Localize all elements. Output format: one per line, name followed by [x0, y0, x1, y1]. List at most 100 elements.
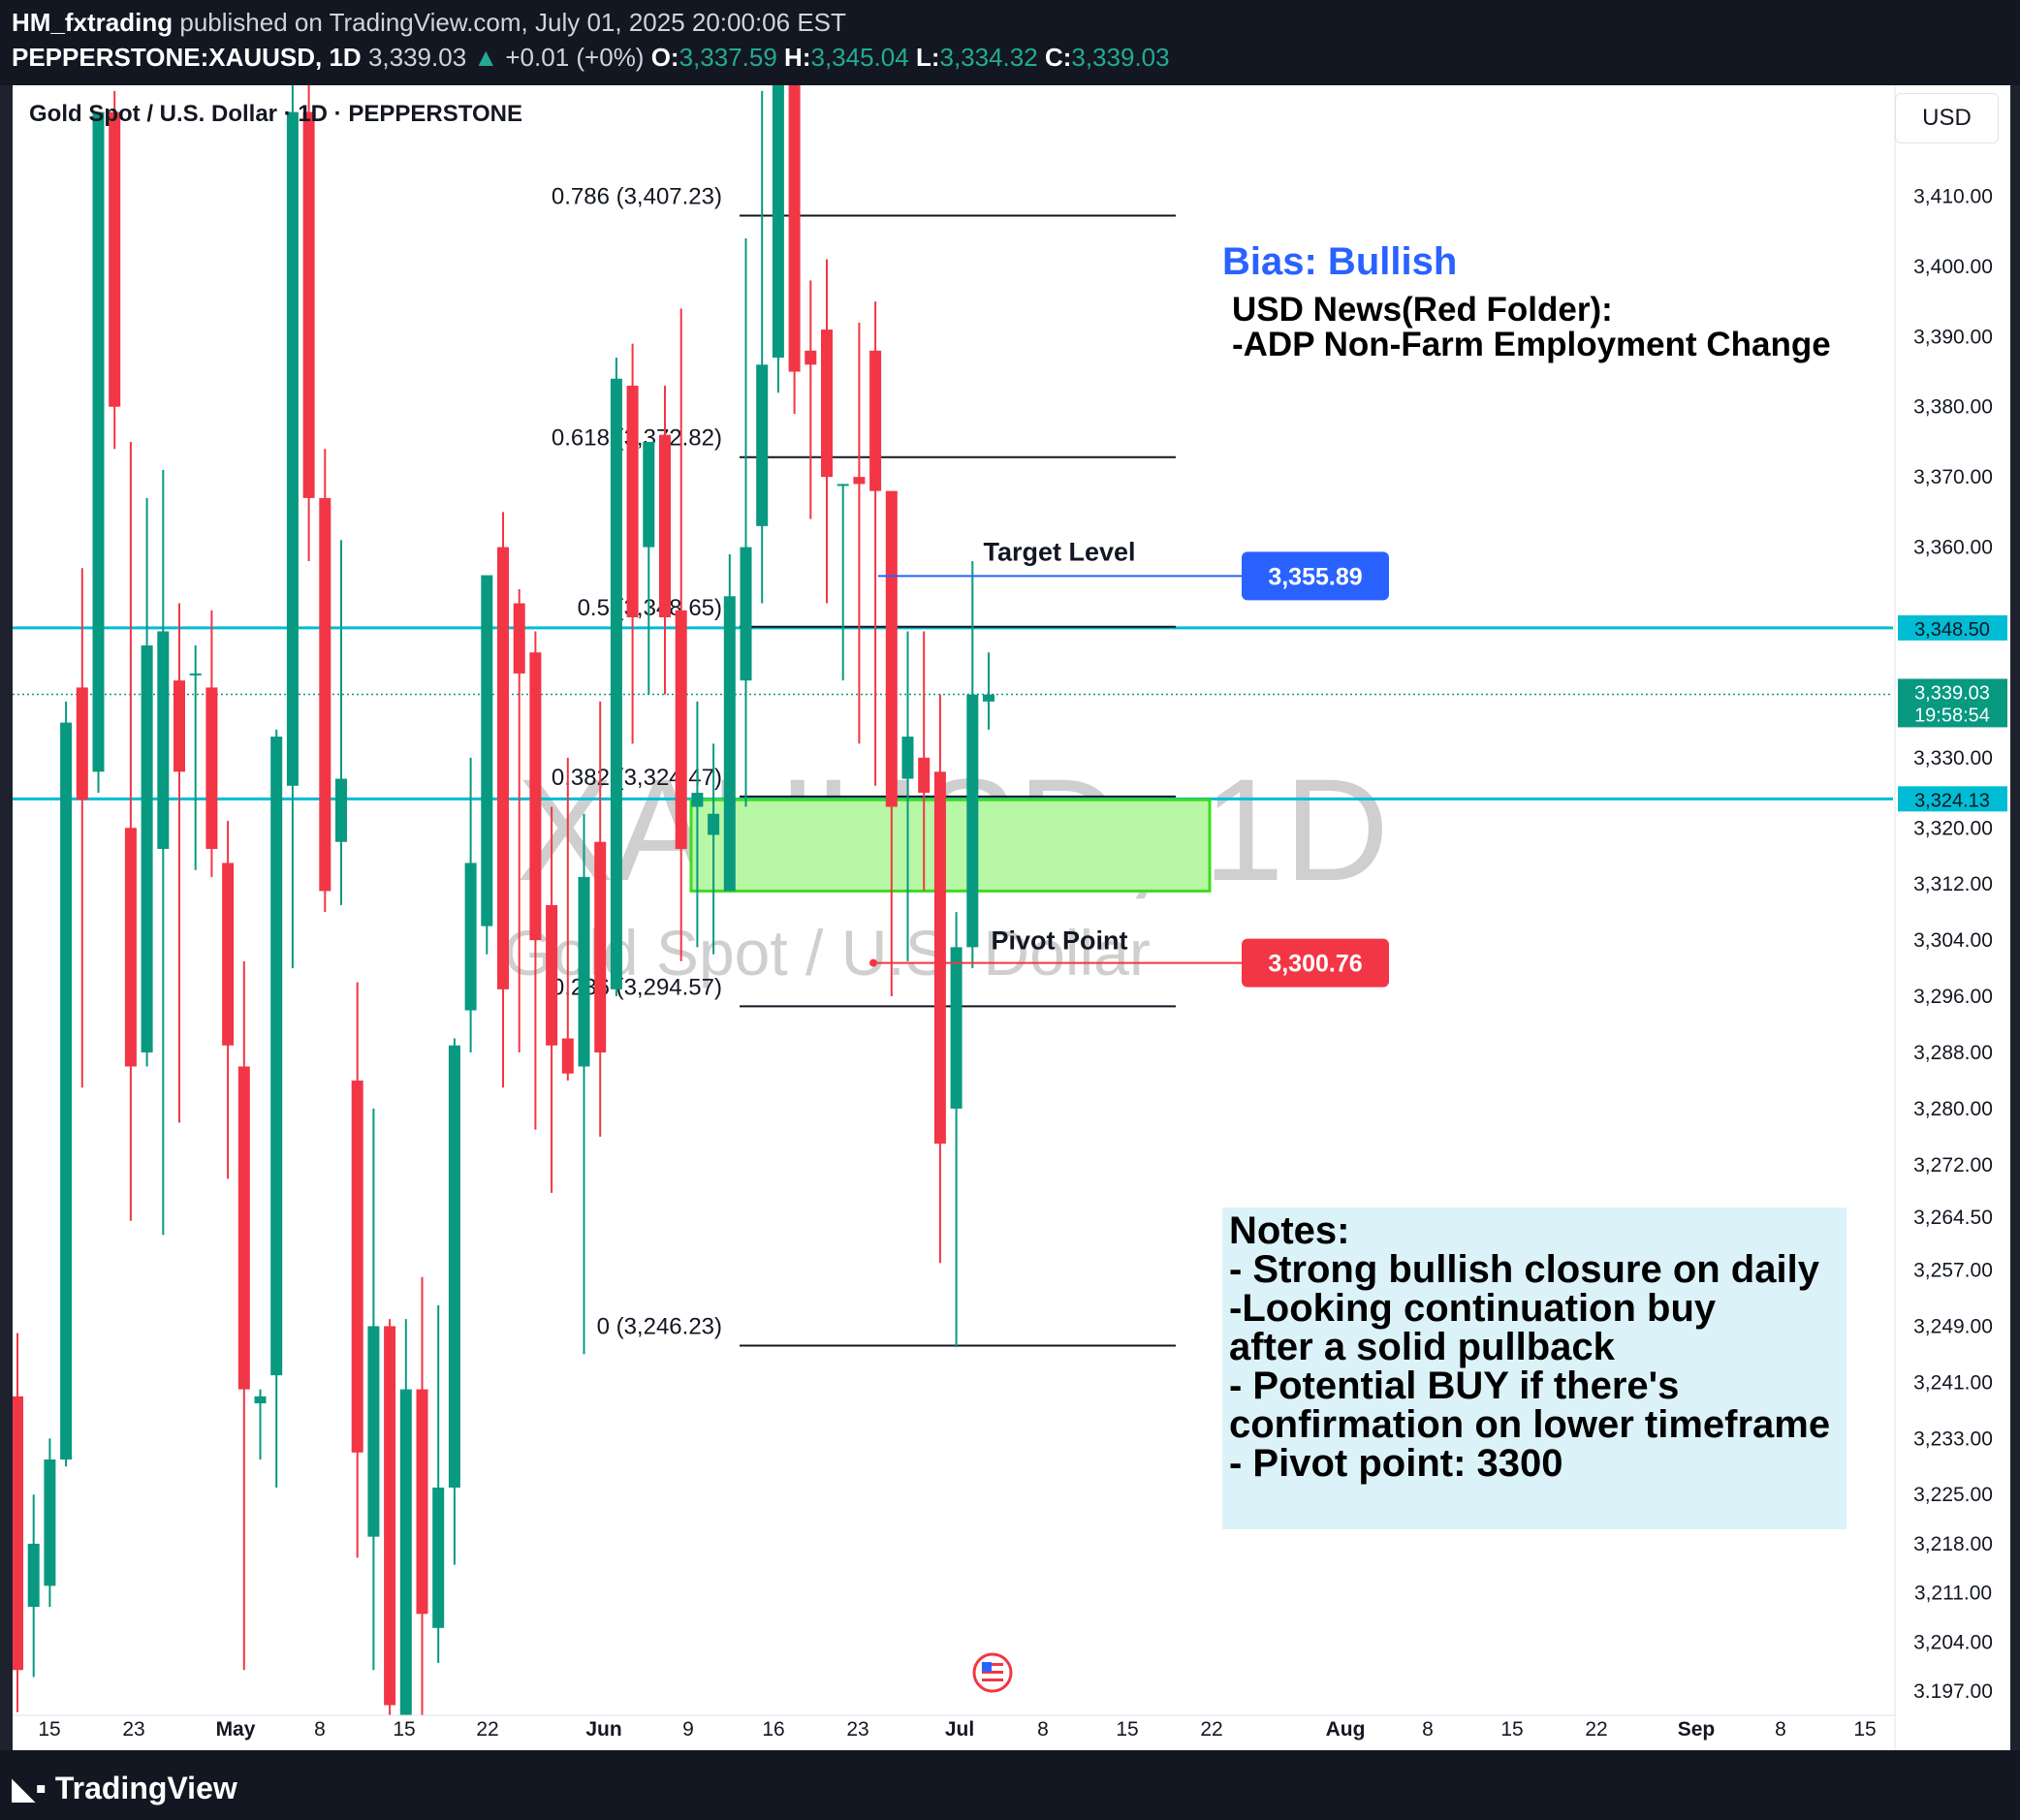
candle-body[interactable] — [756, 364, 769, 526]
candle-body[interactable] — [286, 111, 299, 786]
x-tick-label: 15 — [1500, 1718, 1523, 1741]
candle-body[interactable] — [367, 1326, 380, 1537]
candle-body[interactable] — [384, 1326, 396, 1706]
candle-body[interactable] — [27, 1543, 40, 1608]
candle-body[interactable] — [157, 631, 170, 849]
candle-body[interactable] — [141, 644, 153, 1052]
notes-box[interactable]: Notes: - Strong bullish closure on daily… — [1222, 1208, 1846, 1529]
candle-body[interactable] — [853, 477, 866, 485]
candle-body[interactable] — [205, 687, 218, 849]
candle-body[interactable] — [481, 575, 493, 926]
candle-body[interactable] — [805, 350, 817, 365]
y-tick-label: 3,390.00 — [1913, 326, 1993, 348]
demand-zone[interactable] — [689, 798, 1212, 893]
candle-body[interactable] — [529, 652, 542, 941]
currency-button[interactable]: USD — [1895, 93, 1999, 143]
candle-body[interactable] — [237, 1066, 250, 1390]
candle-body[interactable] — [254, 1396, 267, 1404]
x-tick-label: Jul — [945, 1718, 974, 1741]
level-price-badge[interactable] — [1898, 614, 2007, 641]
x-tick-label: 22 — [1585, 1718, 1607, 1741]
candle-body[interactable] — [983, 694, 994, 702]
candle-body[interactable] — [933, 771, 946, 1145]
candle-body[interactable] — [399, 1389, 412, 1715]
y-tick-label: 3,218.00 — [1913, 1533, 1993, 1555]
candle-body[interactable] — [626, 386, 639, 617]
candle-body[interactable] — [788, 85, 801, 372]
candle-body[interactable] — [643, 441, 655, 548]
price-chart[interactable]: XAUUSD, 1D Gold Spot / U.S. Dollar 0.786… — [13, 85, 2010, 1750]
candle-body[interactable] — [950, 947, 963, 1109]
candle-body[interactable] — [594, 841, 607, 1052]
candle-body[interactable] — [432, 1487, 445, 1628]
high-value: 3,345.04 — [810, 43, 909, 72]
candle-body[interactable] — [174, 680, 185, 772]
y-tick-label: 3,204.00 — [1913, 1631, 1993, 1653]
candle-body[interactable] — [578, 876, 590, 1067]
target-price-badge[interactable] — [1242, 551, 1389, 601]
candle-body[interactable] — [918, 757, 931, 794]
candle-body[interactable] — [659, 434, 671, 617]
current-price-badge[interactable] — [1898, 678, 2007, 728]
fib-level-label: 0.382 (3,324.47) — [552, 765, 722, 791]
y-tick-label: 3,410.00 — [1913, 185, 1993, 207]
candle-body[interactable] — [901, 737, 914, 779]
candle-body[interactable] — [124, 828, 137, 1067]
candle-body[interactable] — [966, 694, 979, 948]
candle-body[interactable] — [869, 350, 882, 491]
candle-body[interactable] — [740, 547, 752, 681]
candle-body[interactable] — [76, 687, 88, 800]
x-tick-label: 8 — [314, 1718, 326, 1741]
candle-body[interactable] — [60, 722, 73, 1460]
candle-body[interactable] — [497, 547, 509, 989]
y-tick-label: 3,211.00 — [1914, 1583, 1992, 1605]
candle-body[interactable] — [836, 484, 849, 486]
candle-body[interactable] — [546, 904, 558, 1046]
candle-body[interactable] — [109, 111, 121, 407]
level-price-badge[interactable] — [1898, 786, 2007, 812]
candle-body[interactable] — [610, 378, 622, 989]
candle-body[interactable] — [675, 610, 687, 849]
us-flag-icon[interactable] — [972, 1652, 1013, 1693]
candle-body[interactable] — [821, 329, 833, 478]
y-tick-label: 3,312.00 — [1913, 873, 1993, 895]
y-tick-label: 3,272.00 — [1913, 1154, 1993, 1177]
candle-body[interactable] — [335, 778, 347, 842]
x-tick-label: 15 — [1116, 1718, 1138, 1741]
x-tick-label: 15 — [1853, 1718, 1876, 1741]
candle-body[interactable] — [772, 85, 784, 359]
candle-body[interactable] — [448, 1045, 460, 1488]
candle-body[interactable] — [513, 603, 525, 674]
brand-name: TradingView — [54, 1771, 237, 1805]
x-tick-label: Aug — [1326, 1718, 1366, 1741]
candle-body[interactable] — [44, 1459, 56, 1586]
candle-body[interactable] — [416, 1389, 428, 1615]
symbol-info: PEPPERSTONE:XAUUSD, 1D 3,339.03 ▲ +0.01 … — [12, 43, 1170, 73]
candle-body[interactable] — [708, 813, 720, 835]
candle-body[interactable] — [885, 490, 898, 807]
tradingview-logo[interactable]: ◣▪ TradingView — [12, 1770, 237, 1806]
open-label: O: — [650, 43, 679, 72]
candle-body[interactable] — [302, 111, 315, 498]
change-arrow-icon: ▲ — [473, 43, 499, 72]
candle-body[interactable] — [691, 793, 704, 807]
candle-body[interactable] — [189, 673, 202, 675]
candle-body[interactable] — [92, 111, 105, 772]
candle-body[interactable] — [222, 863, 235, 1046]
notes-line: confirmation on lower timeframe — [1229, 1403, 1831, 1446]
candle-body[interactable] — [351, 1080, 363, 1453]
candle-body[interactable] — [270, 737, 283, 1376]
tv-logo-icon: ◣▪ — [12, 1771, 47, 1805]
candle-body[interactable] — [561, 1038, 574, 1074]
candle-body[interactable] — [13, 1396, 23, 1671]
candle-body[interactable] — [464, 863, 477, 1011]
y-tick-label: 3,225.00 — [1913, 1484, 1993, 1506]
candle-body[interactable] — [723, 596, 736, 892]
candle-body[interactable] — [319, 497, 331, 892]
author-name[interactable]: HM_fxtrading — [12, 8, 174, 37]
y-tick-label: 3,304.00 — [1913, 929, 1993, 952]
pivot-price-badge[interactable] — [1242, 938, 1389, 988]
close-label: C: — [1044, 43, 1072, 72]
chart-panel[interactable]: XAUUSD, 1D Gold Spot / U.S. Dollar 0.786… — [13, 85, 2010, 1750]
publish-text: published on TradingView.com, July 01, 2… — [179, 8, 846, 37]
